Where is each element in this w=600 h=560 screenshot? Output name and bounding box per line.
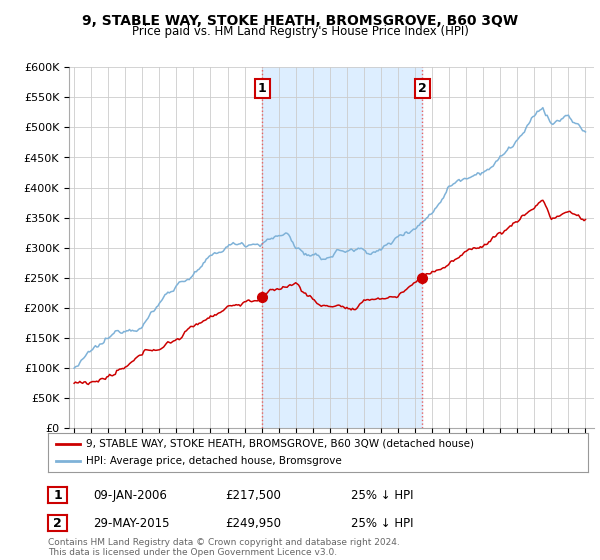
Text: 1: 1 xyxy=(258,82,266,95)
Text: 25% ↓ HPI: 25% ↓ HPI xyxy=(351,488,413,502)
Text: 2: 2 xyxy=(53,516,62,530)
Text: Price paid vs. HM Land Registry's House Price Index (HPI): Price paid vs. HM Land Registry's House … xyxy=(131,25,469,38)
Text: 29-MAY-2015: 29-MAY-2015 xyxy=(93,516,170,530)
Text: Contains HM Land Registry data © Crown copyright and database right 2024.
This d: Contains HM Land Registry data © Crown c… xyxy=(48,538,400,557)
Text: 25% ↓ HPI: 25% ↓ HPI xyxy=(351,516,413,530)
Text: £217,500: £217,500 xyxy=(225,488,281,502)
Text: 9, STABLE WAY, STOKE HEATH, BROMSGROVE, B60 3QW: 9, STABLE WAY, STOKE HEATH, BROMSGROVE, … xyxy=(82,14,518,28)
Bar xyxy=(262,67,422,428)
Text: 2: 2 xyxy=(418,82,427,95)
Text: 09-JAN-2006: 09-JAN-2006 xyxy=(93,488,167,502)
Text: HPI: Average price, detached house, Bromsgrove: HPI: Average price, detached house, Brom… xyxy=(86,456,341,466)
Text: 9, STABLE WAY, STOKE HEATH, BROMSGROVE, B60 3QW (detached house): 9, STABLE WAY, STOKE HEATH, BROMSGROVE, … xyxy=(86,438,474,449)
Text: £249,950: £249,950 xyxy=(225,516,281,530)
Text: 1: 1 xyxy=(53,488,62,502)
